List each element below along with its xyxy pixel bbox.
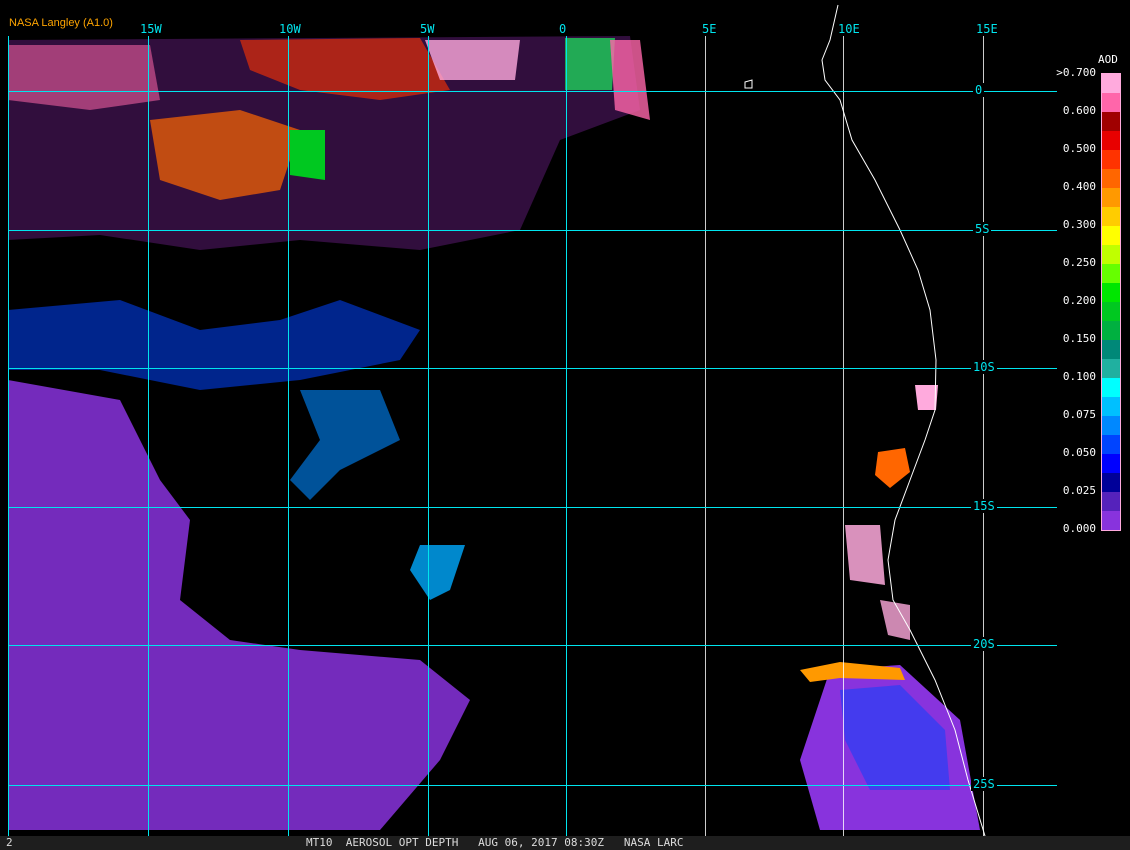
legend-swatch	[1102, 397, 1120, 416]
legend-swatch	[1102, 435, 1120, 454]
lon-label-10e: 10E	[838, 22, 860, 36]
aod-region-north-orange	[150, 110, 300, 200]
legend-swatch	[1102, 302, 1120, 321]
legend-swatch	[1102, 188, 1120, 207]
legend-tick-label: 0.100	[1062, 370, 1096, 383]
legend-swatch	[1102, 359, 1120, 378]
aod-region-orange-blob	[875, 448, 910, 488]
lon-label-15e: 15E	[976, 22, 998, 36]
lon-label-5w: 5W	[420, 22, 435, 36]
legend-swatch	[1102, 93, 1120, 112]
aod-region-green	[565, 38, 615, 90]
legend-title: AOD	[1098, 53, 1118, 66]
legend-tick-label: 0.250	[1062, 256, 1096, 269]
legend-tick-label: 0.400	[1062, 180, 1096, 193]
status-bar: 2 MT10 AEROSOL OPT DEPTH AUG 06, 2017 08…	[0, 836, 1130, 850]
legend-swatch	[1102, 264, 1120, 283]
legend-swatch	[1102, 112, 1120, 131]
legend-tick-label: 0.500	[1062, 142, 1096, 155]
lat-label-10s: 10S	[971, 360, 997, 374]
legend-swatch	[1102, 492, 1120, 511]
aod-region-cyan	[290, 390, 400, 500]
lon-label-10w: 10W	[279, 22, 301, 36]
legend-swatch	[1102, 150, 1120, 169]
legend-swatch	[1102, 340, 1120, 359]
lat-label-20s: 20S	[971, 637, 997, 651]
legend-tick-label: 0.050	[1062, 446, 1096, 459]
legend-swatch	[1102, 74, 1120, 93]
color-scale	[1101, 73, 1121, 531]
product-title: NASA Langley (A1.0)	[9, 17, 113, 29]
lon-label-0: 0	[559, 22, 567, 36]
aod-region-pink-2	[425, 40, 520, 80]
aod-region-pink-3	[610, 40, 650, 120]
aod-region-pink-coast-2	[845, 525, 885, 585]
legend-swatch	[1102, 454, 1120, 473]
aod-region-north-pink	[8, 45, 160, 110]
aod-region-orange-coast	[800, 662, 905, 682]
legend-swatch	[1102, 416, 1120, 435]
aod-region-cyan-2	[410, 545, 465, 600]
lon-label-5e: 5E	[702, 22, 717, 36]
legend-swatch	[1102, 511, 1120, 530]
aod-region-north-red	[240, 38, 450, 100]
legend-tick-label: 0.075	[1062, 408, 1096, 421]
lat-label-0: 0	[973, 83, 985, 97]
coastline	[821, 4, 986, 836]
lat-label-15s: 15S	[971, 499, 997, 513]
legend-tick-label: 0.300	[1062, 218, 1096, 231]
legend-swatch	[1102, 207, 1120, 226]
lat-label-5s: 5S	[973, 222, 992, 236]
graticule	[8, 36, 1057, 836]
frame-number: 2	[6, 836, 13, 849]
legend-swatch	[1102, 378, 1120, 397]
image-caption: MT10 AEROSOL OPT DEPTH AUG 06, 2017 08:3…	[306, 836, 684, 849]
island	[744, 79, 753, 89]
legend-tick-label: 0.000	[1062, 522, 1096, 535]
legend-tick-label: 0.200	[1062, 294, 1096, 307]
legend-swatch	[1102, 226, 1120, 245]
aod-region-green-2	[290, 130, 325, 180]
aod-region-blue-se	[840, 685, 950, 790]
legend-swatch	[1102, 473, 1120, 492]
legend-swatch	[1102, 283, 1120, 302]
aod-region-blue	[8, 300, 420, 390]
legend-tick-label: 0.150	[1062, 332, 1096, 345]
legend-tick-label: 0.600	[1062, 104, 1096, 117]
aod-region-purple	[8, 380, 470, 830]
aod-region-pink-coast	[915, 385, 938, 410]
lon-label-15w: 15W	[140, 22, 162, 36]
legend-swatch	[1102, 321, 1120, 340]
legend-swatch	[1102, 169, 1120, 188]
aerosol-field	[8, 36, 980, 830]
legend-tick-label: >0.700	[1056, 66, 1096, 79]
legend-swatch	[1102, 131, 1120, 150]
aod-region-pink-coast-3	[880, 600, 910, 640]
lat-label-25s: 25S	[971, 777, 997, 791]
legend-tick-label: 0.025	[1062, 484, 1096, 497]
legend-swatch	[1102, 245, 1120, 264]
